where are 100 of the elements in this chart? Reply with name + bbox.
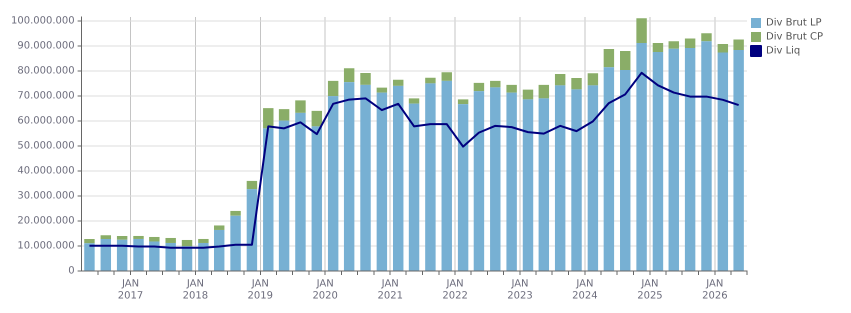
bar — [620, 51, 630, 70]
bar — [554, 74, 566, 86]
bar — [295, 112, 306, 270]
bar — [84, 243, 95, 270]
bar — [652, 52, 664, 270]
bar — [263, 128, 274, 270]
bar — [733, 40, 744, 50]
legend-label: Div Liq — [766, 46, 800, 57]
x-tick-label: JAN 2020 — [312, 278, 338, 302]
bar — [149, 236, 160, 242]
y-tick-label: 50.000.000 — [17, 140, 75, 152]
bar — [554, 85, 566, 270]
bar — [604, 49, 614, 68]
bar — [490, 80, 501, 88]
bar — [246, 189, 258, 270]
bar — [344, 68, 354, 82]
bar — [668, 48, 679, 270]
bar — [701, 41, 712, 270]
bar — [360, 84, 371, 270]
bar — [360, 73, 371, 85]
bar — [328, 96, 338, 270]
y-tick-label: 10.000.000 — [17, 240, 75, 252]
bar — [198, 238, 209, 243]
bar — [376, 88, 388, 93]
bar — [230, 210, 241, 216]
x-tick-label: JAN 2021 — [377, 278, 403, 302]
y-tick-label: 20.000.000 — [17, 216, 75, 227]
y-tick-label: 30.000.000 — [17, 190, 75, 202]
bar — [718, 44, 728, 53]
bar — [165, 242, 176, 270]
y-tick-label: 100.000.000 — [10, 15, 75, 26]
bar — [312, 126, 322, 270]
bar — [328, 80, 338, 96]
x-tick-label: JAN 2017 — [118, 278, 144, 302]
bar — [165, 238, 176, 243]
bar — [474, 91, 484, 270]
bar — [620, 70, 630, 270]
y-tick-label: 90.000.000 — [17, 40, 75, 52]
bar — [84, 238, 95, 244]
x-tick-label: JAN 2022 — [442, 278, 468, 302]
bar — [263, 108, 274, 128]
y-tick-label: 70.000.000 — [17, 90, 75, 102]
x-tick-label: JAN 2025 — [637, 278, 663, 302]
bar — [442, 80, 452, 270]
bar — [538, 98, 550, 270]
bar — [393, 86, 404, 270]
bar — [100, 238, 112, 270]
bar — [506, 84, 517, 93]
bar — [506, 92, 517, 270]
bar — [733, 50, 744, 270]
bar — [652, 43, 664, 52]
bar — [408, 104, 420, 270]
bar — [100, 235, 112, 239]
bar — [636, 43, 647, 270]
y-tick-label: 80.000.000 — [17, 65, 75, 76]
bar — [214, 230, 224, 270]
bar — [538, 84, 550, 98]
x-tick-label: JAN 2018 — [182, 278, 208, 302]
bar — [149, 241, 160, 270]
bar — [604, 67, 614, 270]
y-tick-label: 60.000.000 — [17, 115, 75, 126]
bar — [701, 33, 712, 42]
bar — [214, 225, 224, 230]
x-tick-label: JAN 2019 — [248, 278, 273, 302]
bar — [442, 72, 452, 81]
bar — [458, 99, 468, 104]
bar — [376, 92, 388, 270]
bar — [295, 100, 306, 113]
legend-label: Div Brut LP — [766, 18, 822, 29]
bar — [522, 99, 534, 270]
bar — [490, 87, 501, 270]
bar — [312, 110, 322, 126]
bar — [393, 80, 404, 86]
bar — [278, 109, 290, 121]
bar — [684, 38, 696, 48]
x-tick-label: JAN 2023 — [507, 278, 533, 302]
bar — [182, 240, 192, 246]
bar — [588, 73, 598, 86]
bar — [408, 98, 420, 104]
bar — [522, 90, 534, 100]
bar — [571, 78, 582, 90]
bar — [116, 240, 128, 270]
bar — [474, 82, 484, 92]
bar — [588, 85, 598, 270]
bar — [116, 236, 128, 240]
bar — [344, 82, 354, 270]
bar — [278, 120, 290, 270]
bar — [636, 18, 647, 44]
y-tick-label: 40.000.000 — [17, 165, 75, 176]
bar — [668, 41, 679, 49]
x-tick-label: JAN 2024 — [572, 278, 598, 302]
bar — [133, 238, 144, 270]
y-tick-label: 0 — [68, 266, 75, 277]
bar — [425, 83, 436, 270]
bar — [230, 216, 241, 270]
bar — [684, 48, 696, 270]
bar — [458, 104, 468, 270]
bar — [133, 236, 144, 239]
bar — [571, 89, 582, 270]
legend-label: Div Brut CP — [766, 32, 824, 43]
